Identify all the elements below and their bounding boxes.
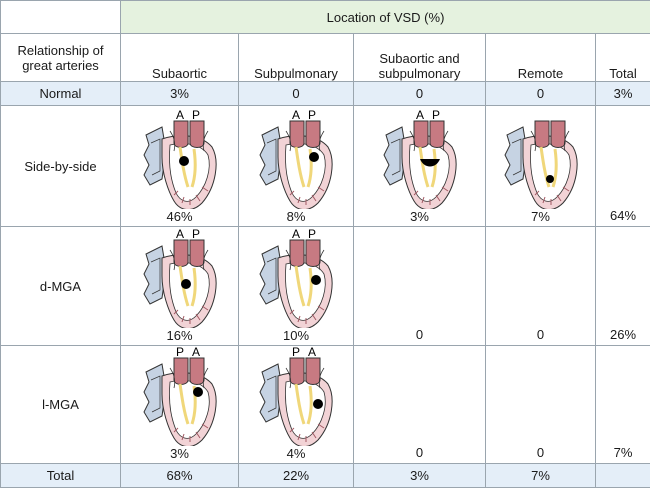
- cell-value: 0: [536, 445, 545, 460]
- heart-diagram: A P: [258, 228, 334, 328]
- row-label-side-by-side: Side-by-side: [0, 105, 121, 227]
- heart-diagram: A P: [142, 109, 218, 209]
- cell-value: [594, 463, 650, 488]
- value-cell: 0: [485, 345, 596, 464]
- cell-value: 3%: [410, 209, 429, 224]
- vessel-label: P: [431, 109, 439, 122]
- row-label-total: Total: [0, 463, 121, 488]
- diagram-cell: P A 3%: [120, 345, 239, 464]
- cell-value: 10%: [282, 328, 310, 343]
- heart-diagram: [503, 119, 579, 209]
- vessel-label: P: [292, 346, 300, 359]
- col-remote: Remote: [485, 33, 596, 82]
- vessel-label: A: [415, 109, 423, 122]
- cell-value: 3%: [120, 81, 239, 106]
- vessel-label: P: [175, 346, 183, 359]
- row-label-normal: Normal: [0, 81, 121, 106]
- value-cell: 0: [353, 345, 486, 464]
- cell-value: 3%: [594, 81, 650, 106]
- heart-diagram: P A: [258, 346, 334, 446]
- diagram-cell: A P 16%: [120, 226, 239, 346]
- cell-value: 0: [536, 327, 545, 342]
- cell-value: 3%: [170, 446, 189, 461]
- vessel-label: P: [191, 109, 199, 122]
- col-total: Total: [594, 33, 650, 82]
- vessel-label: A: [292, 228, 300, 241]
- total-cell: 26%: [594, 226, 650, 346]
- vessel-label: A: [175, 109, 183, 122]
- cell-value: 68%: [120, 463, 239, 488]
- diagram-cell: 7%: [485, 105, 596, 227]
- vessel-label: P: [191, 228, 199, 241]
- col-subpulmonary: Subpulmonary: [238, 33, 354, 82]
- diagram-cell: A P 46%: [120, 105, 239, 227]
- cell-value: 3%: [353, 463, 486, 488]
- table-title: Location of VSD (%): [119, 0, 650, 34]
- col-subaortic: Subaortic: [120, 33, 239, 82]
- cell-value: 0: [238, 81, 354, 106]
- cell-value: 26%: [610, 327, 637, 342]
- vessel-label: A: [292, 109, 300, 122]
- cell-value: 0: [415, 445, 424, 460]
- diagram-cell: P A 4%: [238, 345, 354, 464]
- row-label-l-mga: l-MGA: [0, 345, 121, 464]
- row-label-d-mga: d-MGA: [0, 226, 121, 346]
- row-header-label: Relationship of great arteries: [0, 33, 121, 82]
- cell-value: 22%: [238, 463, 354, 488]
- cell-value: 8%: [286, 209, 306, 224]
- value-cell: 0: [353, 226, 486, 346]
- cell-value: 64%: [610, 208, 637, 223]
- cell-value: 7%: [485, 463, 596, 488]
- cell-value: 4%: [286, 446, 306, 461]
- diagram-cell: A P 3%: [353, 105, 486, 227]
- diagram-cell: A P 8%: [238, 105, 354, 227]
- diagram-cell: A P 10%: [238, 226, 354, 346]
- vessel-label: A: [191, 346, 199, 359]
- heart-diagram: A P: [258, 109, 334, 209]
- cell-value: 0: [353, 81, 486, 106]
- cell-value: 7%: [613, 445, 633, 460]
- cell-value: 16%: [166, 328, 193, 343]
- heart-diagram: A P: [382, 109, 458, 209]
- col-both: Subaortic and subpulmonary: [353, 33, 486, 82]
- heart-diagram: P A: [142, 346, 218, 446]
- vessel-label: P: [308, 228, 316, 241]
- cell-value: 0: [415, 327, 424, 342]
- heart-diagram: A P: [142, 228, 218, 328]
- cell-value: 0: [485, 81, 596, 106]
- cell-value: 7%: [531, 209, 550, 224]
- corner-cell: [0, 0, 121, 34]
- total-cell: 64%: [594, 105, 650, 227]
- cell-value: 46%: [166, 209, 193, 224]
- vessel-label: A: [308, 346, 316, 359]
- total-cell: 7%: [594, 345, 650, 464]
- vessel-label: P: [308, 109, 316, 122]
- value-cell: 0: [485, 226, 596, 346]
- vessel-label: A: [175, 228, 183, 241]
